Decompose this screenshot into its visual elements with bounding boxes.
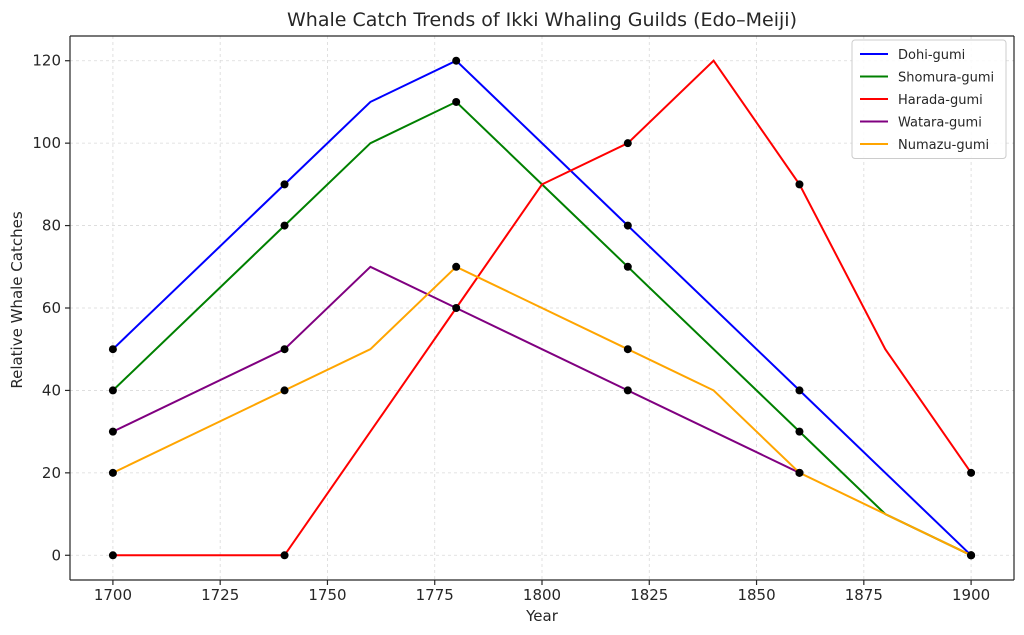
legend-entry: Dohi-gumi (898, 48, 965, 63)
legend: Dohi-gumi Shomura-gumi Harada-gumi Watara-g… (851, 39, 1007, 159)
x-tick-label: 1775 (416, 586, 454, 604)
x-tick-label: 1825 (630, 586, 668, 604)
data-point (280, 386, 289, 395)
data-point (108, 551, 117, 560)
legend-entry: Numazu-gumi (898, 138, 989, 153)
axes (65, 35, 1015, 585)
data-point (452, 304, 461, 312)
data-point (452, 262, 461, 271)
data-point (108, 468, 117, 477)
legend-entry: Shomura-gumi (898, 71, 994, 86)
data-point (452, 97, 461, 106)
series-line-numazu-gumi (112, 265, 972, 557)
data-point (795, 427, 804, 436)
series-line-harada-gumi (112, 59, 972, 557)
data-point (795, 468, 804, 477)
tick-labels: 1700 1725 1750 1775 1800 1825 1850 1875 1900 0 20 4… (32, 52, 990, 604)
data-point (623, 345, 632, 354)
x-axis-label: Year (525, 607, 559, 625)
data-point (108, 427, 117, 436)
chart-title: Whale Catch Trends of Ikki Whaling Guild… (287, 9, 797, 31)
x-tick-label: 1800 (523, 586, 561, 604)
data-point (452, 56, 461, 65)
y-tick-label: 0 (51, 546, 61, 564)
x-tick-label: 1725 (201, 586, 239, 604)
y-tick-label: 20 (42, 464, 61, 482)
y-tick-label: 60 (42, 299, 61, 317)
data-point (623, 139, 632, 148)
data-point (623, 262, 632, 271)
data-point (280, 180, 289, 189)
data-point (108, 345, 117, 354)
y-tick-label: 80 (42, 217, 61, 235)
series-line-watara-gumi (112, 265, 800, 474)
x-tick-label: 1850 (737, 586, 775, 604)
data-point (967, 468, 976, 477)
data-point (280, 221, 289, 230)
data-point (108, 386, 117, 395)
x-tick-label: 1900 (952, 586, 990, 604)
data-point (280, 551, 289, 560)
data-point (623, 221, 632, 230)
legend-entry: Harada-gumi (898, 93, 983, 108)
y-tick-label: 100 (32, 134, 61, 152)
x-tick-label: 1750 (308, 586, 346, 604)
data-point (795, 386, 804, 395)
legend-box (851, 39, 1007, 159)
y-tick-label: 120 (32, 52, 61, 70)
data-point (623, 386, 632, 395)
y-axis-label: Relative Whale Catches (8, 211, 26, 388)
x-tick-label: 1875 (845, 586, 883, 604)
data-markers (108, 56, 976, 560)
legend-entry: Watara-gumi (898, 116, 982, 131)
data-point (967, 551, 976, 560)
y-tick-label: 40 (42, 381, 61, 399)
x-tick-label: 1700 (94, 586, 132, 604)
data-point (280, 345, 289, 354)
data-point (795, 180, 804, 189)
